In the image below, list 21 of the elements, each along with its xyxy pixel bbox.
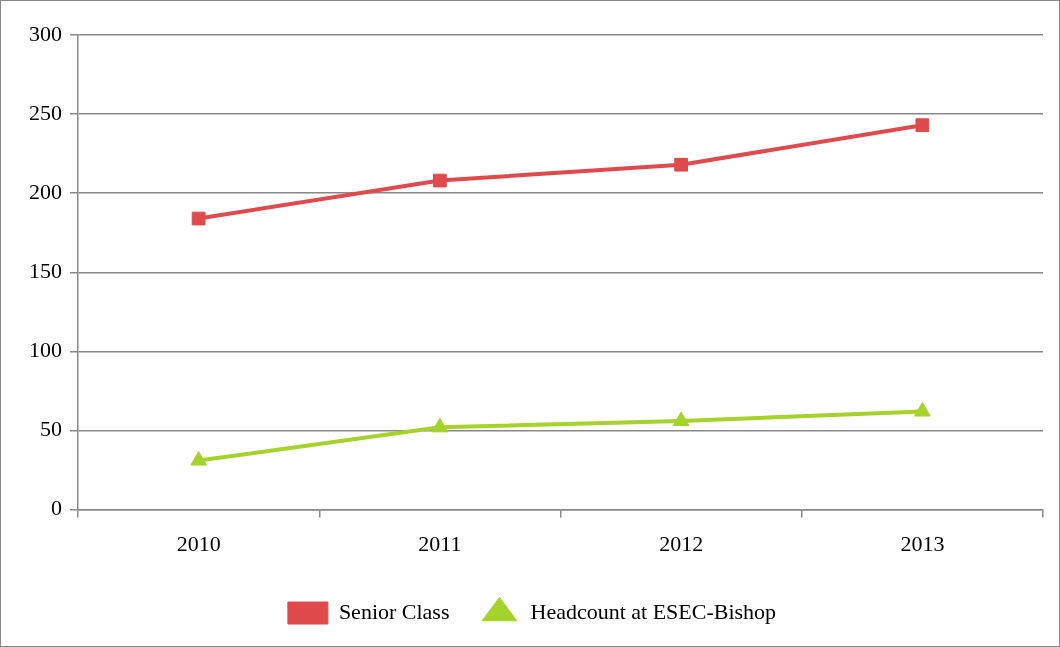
y-tick-label: 250 (29, 99, 62, 125)
point (914, 402, 931, 417)
point (674, 157, 688, 172)
point (433, 173, 447, 188)
x-tick-label: 2012 (659, 530, 704, 556)
point (672, 411, 690, 427)
point (191, 211, 206, 226)
y-tick-label: 50 (40, 416, 62, 442)
legend-label: Headcount at ESEC-Bishop (530, 598, 777, 624)
x-tick-label: 2011 (418, 530, 462, 556)
x-tick-label: 2013 (900, 530, 945, 556)
legend-label: Senior Class (338, 598, 450, 624)
x-tick-label: 2010 (176, 530, 221, 556)
y-tick-label: 0 (51, 495, 62, 521)
y-tick-label: 100 (29, 337, 62, 363)
y-tick-label: 150 (29, 258, 62, 284)
y-tick-label: 300 (29, 20, 62, 46)
point (190, 451, 207, 466)
point (431, 417, 449, 433)
y-tick-label: 200 (29, 178, 62, 204)
point (915, 118, 930, 133)
